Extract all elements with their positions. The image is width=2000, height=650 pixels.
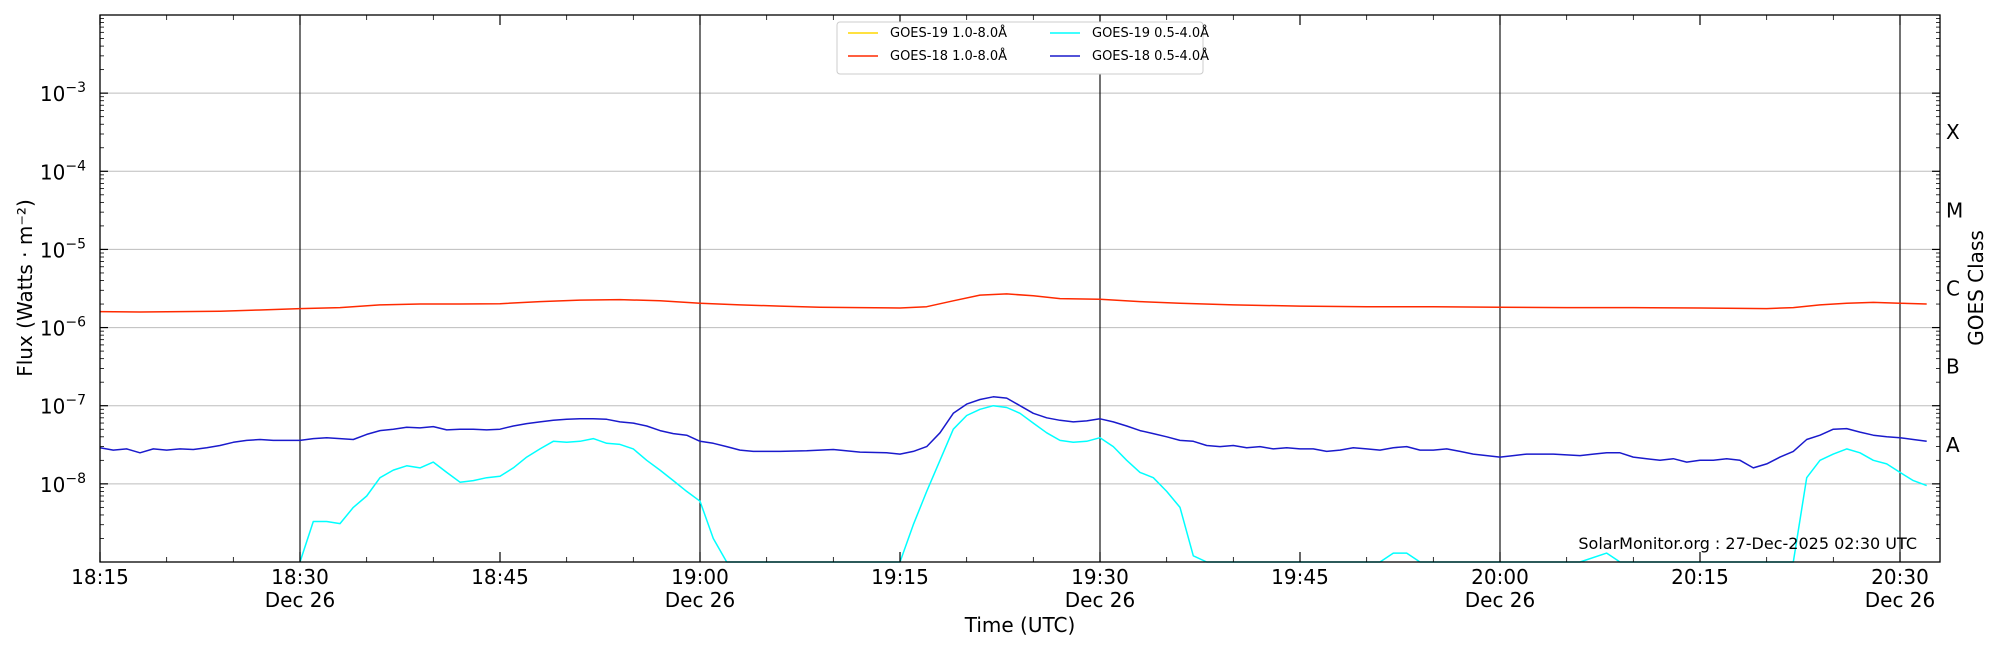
y-tick-label: 10−8 [40, 471, 86, 497]
series-line-goes-19-0-5-4-0 [299, 404, 1927, 563]
x-tick-label: 18:45 [471, 565, 529, 589]
x-tick-label: 20:15 [1671, 565, 1729, 589]
x-tick-date-label: Dec 26 [265, 588, 336, 612]
x-tick-label: 19:15 [871, 565, 929, 589]
y-tick-label: 10−6 [40, 315, 86, 341]
x-tick-date-label: Dec 26 [1465, 588, 1536, 612]
x-tick-label: 20:30 [1871, 565, 1929, 589]
legend-box [836, 21, 1204, 75]
x-tick-date-label: Dec 26 [1065, 588, 1136, 612]
y-tick-labels: 10−8 10−7 10−6 10−5 10−4 10−3 [40, 80, 86, 497]
goes-class-labels: A B C M X [1946, 120, 1963, 457]
goes-class-label-m: M [1946, 198, 1963, 222]
x-tick-date-label: Dec 26 [665, 588, 736, 612]
x-tick-label: 18:30 [271, 565, 329, 589]
goes-class-label-c: C [1946, 277, 1960, 301]
legend: GOES-19 1.0-8.0Å GOES-18 1.0-8.0Å GOES-19 … [836, 21, 1209, 75]
y-tick-label: 10−7 [40, 393, 86, 419]
legend-label-goes-18-1-0-8-0: GOES-18 1.0-8.0Å [890, 48, 1007, 64]
plot-frame [99, 14, 1941, 563]
y-axis-label: Flux (Watts · m⁻²) [13, 199, 37, 377]
series-layer [99, 293, 1927, 563]
x-tick-label: 20:00 [1471, 565, 1529, 589]
plot-area [99, 14, 1941, 563]
legend-label-goes-19-0-5-4-0: GOES-19 0.5-4.0Å [1092, 25, 1209, 41]
goes-class-label-b: B [1946, 355, 1960, 379]
y-tick-label: 10−4 [40, 158, 86, 184]
x-tick-label: 19:00 [671, 565, 729, 589]
x-tick-label: 19:30 [1071, 565, 1129, 589]
legend-label-goes-19-1-0-8-0: GOES-19 1.0-8.0Å [890, 25, 1007, 41]
x-axis-label: Time (UTC) [964, 613, 1076, 637]
watermark-text: SolarMonitor.org : 27-Dec-2025 02:30 UTC [1578, 534, 1917, 553]
goes-class-label-a: A [1946, 433, 1960, 457]
vertical-day-lines [299, 15, 1901, 562]
tick-layer [99, 15, 1940, 562]
legend-items: GOES-19 1.0-8.0Å GOES-18 1.0-8.0Å GOES-19 … [848, 25, 1209, 64]
y-tick-label: 10−3 [40, 80, 86, 106]
series-line-goes-18-0-5-4-0 [99, 396, 1927, 469]
series-line-goes-18-1-0-8-0 [99, 293, 1927, 313]
goes-class-label-x: X [1946, 120, 1960, 144]
legend-label-goes-18-0-5-4-0: GOES-18 0.5-4.0Å [1092, 48, 1209, 64]
x-tick-label: 19:45 [1271, 565, 1329, 589]
y-tick-label: 10−5 [40, 236, 86, 262]
x-tick-date-label: Dec 26 [1865, 588, 1936, 612]
x-tick-label: 18:15 [71, 565, 129, 589]
y-axis-label-right: GOES Class [1964, 230, 1988, 346]
